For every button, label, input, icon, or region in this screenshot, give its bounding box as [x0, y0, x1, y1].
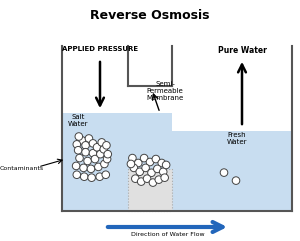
Circle shape	[130, 164, 138, 172]
Circle shape	[158, 159, 166, 167]
Circle shape	[102, 171, 110, 179]
Circle shape	[155, 176, 163, 183]
Circle shape	[148, 169, 155, 177]
Circle shape	[72, 162, 80, 170]
Circle shape	[85, 135, 93, 142]
Circle shape	[96, 173, 103, 181]
Circle shape	[140, 154, 148, 162]
Circle shape	[78, 137, 86, 144]
Text: Pure Water: Pure Water	[218, 46, 266, 55]
Circle shape	[94, 163, 102, 171]
Circle shape	[73, 171, 81, 179]
Circle shape	[73, 141, 81, 148]
Circle shape	[127, 160, 135, 168]
Circle shape	[74, 147, 82, 154]
Text: Direction of Water Flow: Direction of Water Flow	[131, 232, 204, 237]
Circle shape	[131, 175, 139, 182]
Circle shape	[103, 141, 110, 149]
Circle shape	[129, 154, 136, 162]
Circle shape	[75, 133, 82, 140]
Circle shape	[104, 150, 112, 158]
Circle shape	[146, 158, 154, 166]
Bar	[62, 113, 128, 211]
Bar	[128, 169, 172, 211]
Circle shape	[80, 164, 87, 172]
Circle shape	[149, 179, 157, 186]
Circle shape	[76, 154, 83, 162]
Circle shape	[232, 177, 240, 184]
Circle shape	[100, 160, 108, 168]
Circle shape	[220, 169, 228, 176]
Circle shape	[80, 173, 88, 181]
Circle shape	[159, 168, 167, 176]
Text: Semi-
Permeable
Membrane: Semi- Permeable Membrane	[146, 81, 184, 101]
Circle shape	[162, 161, 170, 169]
Bar	[128, 113, 172, 211]
Circle shape	[100, 146, 107, 153]
Circle shape	[143, 175, 151, 182]
Circle shape	[91, 155, 99, 163]
Circle shape	[98, 139, 106, 146]
Circle shape	[152, 155, 160, 163]
Circle shape	[97, 150, 104, 158]
Text: APPLIED PRESSURE: APPLIED PRESSURE	[62, 46, 138, 52]
Text: Contaminants: Contaminants	[0, 167, 44, 172]
Circle shape	[142, 164, 149, 172]
Circle shape	[84, 157, 92, 165]
Circle shape	[88, 174, 95, 181]
Circle shape	[134, 159, 142, 167]
Circle shape	[89, 140, 97, 147]
Circle shape	[87, 165, 95, 173]
Circle shape	[137, 178, 145, 185]
Text: Salt
Water: Salt Water	[68, 114, 88, 127]
Text: Fresh
Water: Fresh Water	[227, 132, 247, 145]
Circle shape	[136, 168, 143, 176]
Circle shape	[103, 155, 111, 163]
Text: Reverse Osmosis: Reverse Osmosis	[90, 9, 210, 22]
Circle shape	[154, 165, 161, 173]
Circle shape	[82, 141, 89, 149]
Circle shape	[93, 143, 101, 151]
Circle shape	[89, 149, 97, 157]
Circle shape	[82, 148, 89, 156]
Bar	[172, 131, 292, 211]
Circle shape	[161, 174, 169, 181]
